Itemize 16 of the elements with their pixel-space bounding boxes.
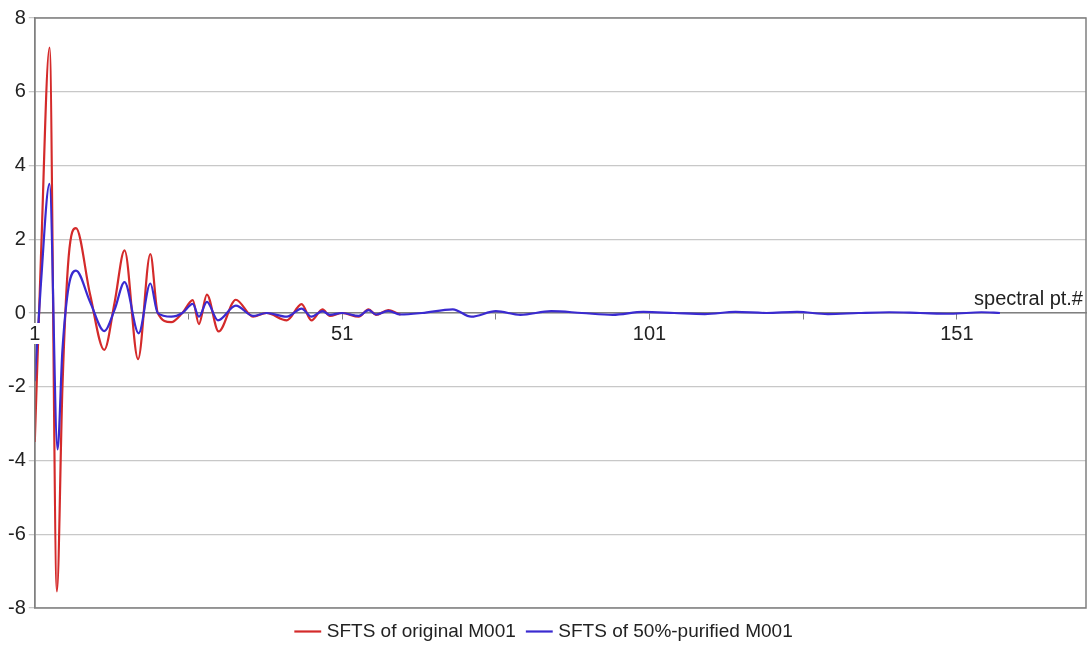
y-tick-label: -6 [7, 521, 26, 544]
y-tick-label: -2 [7, 374, 26, 397]
legend-label: SFTS of 50%-purified M001 [558, 619, 793, 641]
y-tick-label: 6 [14, 79, 26, 102]
x-tick-label: 1 [29, 321, 41, 344]
y-tick-label: 8 [14, 5, 26, 28]
y-tick-label: 0 [14, 300, 26, 323]
y-tick-label: -8 [7, 595, 26, 618]
x-tick-label: 51 [331, 321, 354, 344]
x-tick-label: 101 [632, 321, 667, 344]
y-tick-label: -4 [7, 448, 26, 471]
y-tick-label: 2 [14, 226, 26, 249]
x-tick-label: 151 [940, 321, 974, 344]
x-axis-title: spectral pt.# [974, 286, 1084, 309]
legend-label: SFTS of original M001 [326, 619, 516, 641]
y-tick-label: 4 [14, 153, 26, 176]
